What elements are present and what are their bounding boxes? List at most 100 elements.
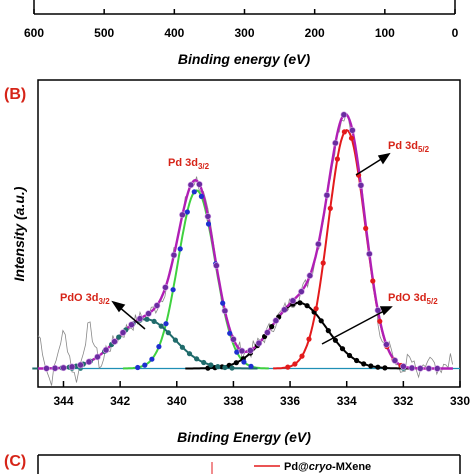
pdo-3d32-point [172, 337, 178, 343]
envelope-point [416, 365, 424, 372]
envelope-point [196, 181, 203, 188]
arrow-pdo-3d32-head [111, 300, 126, 313]
panel-b-tick-label: 344 [53, 394, 73, 408]
pdo-3d52-point [339, 346, 346, 352]
envelope-point [94, 353, 101, 361]
envelope-point [298, 288, 305, 295]
pd-3d52-point [327, 205, 333, 211]
pd-3d52-point [370, 278, 376, 284]
pdo-3d32-point [158, 323, 164, 329]
envelope-point [323, 191, 331, 199]
panel-a-tick-label: 200 [305, 26, 325, 40]
panel-a-tick-label: 100 [375, 26, 395, 40]
envelope-point [119, 329, 127, 336]
pdo-3d52-point [354, 357, 360, 364]
pdo-3d32-point [179, 344, 185, 350]
pd-3d32-point [191, 189, 197, 195]
pdo-3d32-point [194, 356, 200, 362]
pd-3d52-point [341, 129, 347, 135]
pdo-3d32-point [116, 334, 122, 340]
panel-b-markers [43, 111, 441, 372]
envelope-point [128, 321, 135, 329]
raw-spectrum-line [37, 113, 453, 386]
pd-3d32-point [142, 362, 148, 368]
envelope-point [332, 139, 339, 147]
panel-a: 600 500 400 300 200 100 0 Binding energy (eV) [24, 0, 459, 67]
pd-3d32-point [241, 359, 247, 365]
envelope-point [374, 306, 382, 314]
panel-b-tick-label: 340 [167, 394, 187, 408]
panel-a-tick-label: 400 [164, 26, 184, 40]
envelope-point [357, 182, 365, 189]
pd-3d32-point [149, 356, 155, 362]
pd-3d32-point [205, 221, 212, 227]
pdo-3d52-point [325, 328, 331, 334]
panel-b-label: (B) [4, 86, 26, 103]
pd-3d32-point [220, 300, 226, 306]
pdo-3d32-point [229, 365, 235, 371]
pd-3d52-point [292, 361, 298, 367]
pd-3d32-point [184, 209, 190, 215]
envelope-point [221, 307, 229, 315]
panel-a-tick-label: 0 [452, 26, 459, 40]
pdo-3d32-point [151, 318, 157, 324]
pd-3d52-point [306, 336, 312, 342]
envelope-point [366, 250, 373, 258]
panel-b-xlabel: Binding Energy (eV) [177, 429, 311, 445]
envelope-point [51, 364, 59, 372]
pd-3d32-point [227, 330, 233, 336]
panel-c-legend-label: Pd@cryo-MXene [284, 461, 371, 473]
envelope-point [136, 315, 144, 322]
envelope-point [77, 361, 84, 369]
panel-b-curves [32, 112, 460, 386]
pd-3d52-point [320, 260, 326, 266]
pd-3d32-point [198, 193, 204, 199]
annotation-pd-3d32: Pd 3d3/2 [168, 157, 210, 171]
envelope-point [289, 297, 297, 305]
envelope-point [60, 364, 67, 372]
envelope-point [272, 317, 280, 324]
envelope-point [255, 339, 263, 347]
pd-3d52-point [313, 306, 319, 312]
pdo-3d32-point [144, 316, 150, 322]
arrow-pd-3d52 [355, 157, 384, 176]
annotation-pdo-3d52: PdO 3d5/2 [388, 292, 438, 306]
panel-b-tick-label: 334 [337, 394, 357, 408]
envelope-point [238, 347, 246, 355]
pdo-3d32-point [222, 364, 228, 371]
arrow-pdo-3d52 [321, 310, 385, 345]
arrow-pdo-3d52-head [379, 306, 393, 316]
panel-b-tick-label: 342 [110, 394, 130, 408]
pd-3d52-point [334, 156, 340, 162]
panel-b: (B) 344 342 340 338 336 334 332 330 Intensity (… [4, 79, 470, 445]
envelope-point [153, 302, 161, 309]
pdo-3d32-point [165, 330, 171, 336]
envelope-fit-line [38, 112, 453, 370]
arrow-pd-3d52-head [377, 152, 391, 165]
panel-b-tick-label: 336 [280, 394, 300, 408]
envelope-point [102, 346, 110, 354]
pd-3d32-point [135, 364, 141, 371]
panel-b-frame [37, 79, 461, 388]
panel-b-tick-label: 330 [450, 394, 470, 408]
pd-3d52-fit-line [273, 128, 419, 370]
envelope-point [111, 338, 118, 345]
panel-a-tick-label: 500 [94, 26, 114, 40]
panel-b-tick-label: 332 [393, 394, 413, 408]
pd-3d52-point [348, 135, 355, 141]
envelope-point [247, 347, 254, 354]
envelope-point [204, 213, 212, 220]
envelope-point [408, 364, 416, 372]
envelope-point [425, 365, 433, 372]
arrow-pdo-3d32 [117, 305, 146, 330]
pdo-3d32-point [208, 362, 214, 368]
envelope-point [230, 335, 237, 343]
pdo-3d52-point [346, 352, 353, 359]
envelope-point [349, 127, 356, 134]
envelope-point [68, 363, 76, 371]
pdo-3d52-point [318, 318, 324, 324]
pd-3d32-point [248, 363, 254, 369]
envelope-point [391, 357, 399, 364]
pdo-3d52-point [269, 324, 275, 330]
pdo-3d32-point [215, 364, 221, 370]
